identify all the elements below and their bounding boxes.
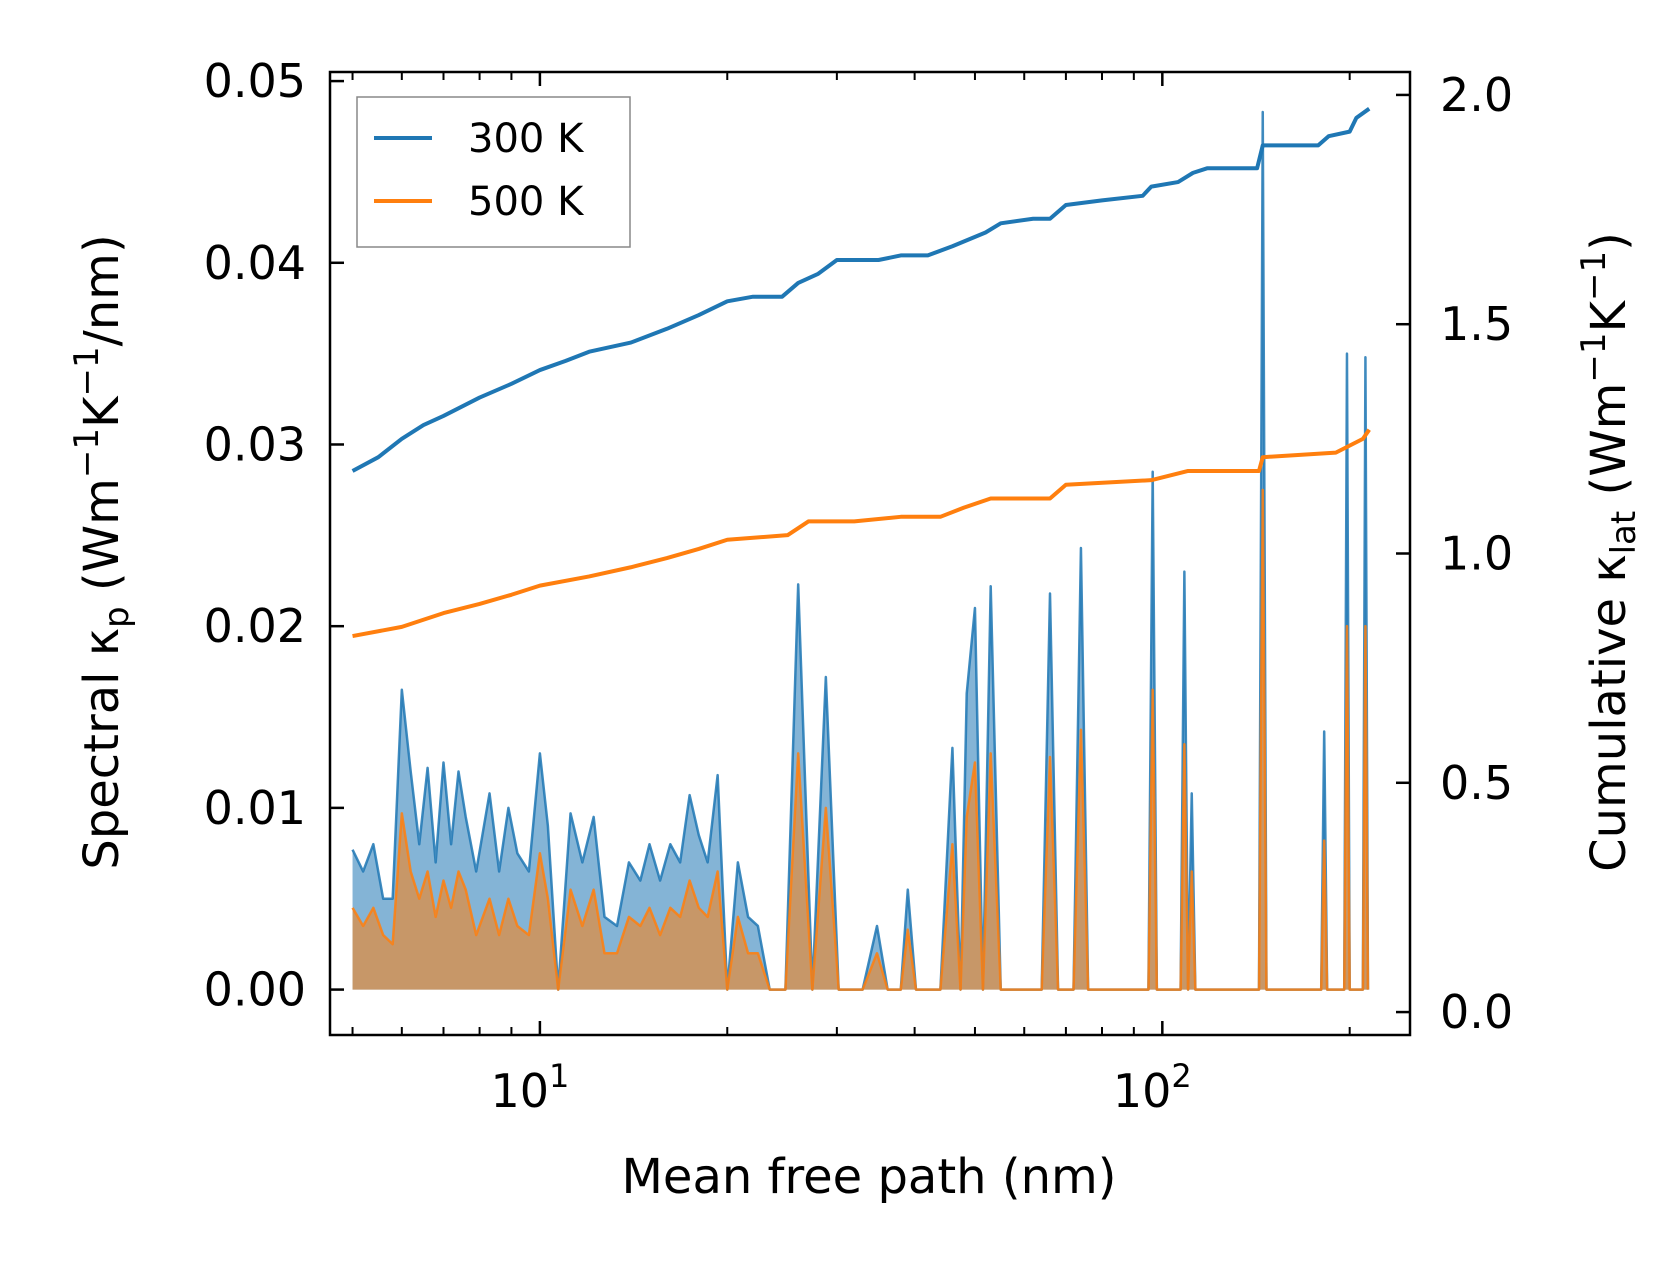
x-tick-label: 101 bbox=[490, 1057, 569, 1118]
spectral-line-300k bbox=[351, 110, 1370, 991]
left-y-tick-label: 0.02 bbox=[204, 599, 306, 653]
right-y-tick-label: 1.5 bbox=[1440, 297, 1513, 351]
left-y-tick-label: 0.03 bbox=[204, 417, 306, 471]
axes-layer: 101 102 0.00 0.01 0.02 0.03 0.04 0.05 0.0 0.5 1.0 1… bbox=[204, 54, 1514, 1118]
clipped-plot-area bbox=[351, 107, 1371, 991]
x-tick-label: 102 bbox=[1113, 1057, 1192, 1118]
plot-content bbox=[351, 107, 1371, 991]
legend-label-500k: 500 K bbox=[468, 179, 585, 225]
spectral-area-500k bbox=[352, 489, 1368, 990]
x-axis-label: Mean free path (nm) bbox=[622, 1149, 1117, 1205]
cumulative-line-300k bbox=[351, 107, 1371, 473]
left-y-tick-label: 0.05 bbox=[204, 54, 306, 108]
left-y-tick-label: 0.00 bbox=[204, 963, 306, 1017]
left-y-tick-label: 0.01 bbox=[204, 781, 306, 835]
left-y-tick-label: 0.04 bbox=[204, 236, 306, 290]
legend-frame bbox=[356, 96, 631, 248]
legend-label-300k: 300 K bbox=[468, 116, 585, 162]
right-y-tick-label: 1.0 bbox=[1440, 527, 1513, 581]
right-y-tick-label: 0.0 bbox=[1440, 985, 1513, 1039]
right-y-axis-label: Cumulative κlat (Wm−1K−1) bbox=[1574, 232, 1644, 872]
cumulative-line-500k bbox=[352, 428, 1371, 639]
right-y-tick-label: 0.5 bbox=[1440, 756, 1513, 810]
left-y-axis-label: Spectral κp (Wm−1K−1/nm) bbox=[67, 234, 137, 869]
right-y-tick-label: 2.0 bbox=[1440, 68, 1513, 122]
spectral-line-500k bbox=[351, 488, 1370, 991]
legend: 300 K 500 K bbox=[356, 96, 631, 248]
